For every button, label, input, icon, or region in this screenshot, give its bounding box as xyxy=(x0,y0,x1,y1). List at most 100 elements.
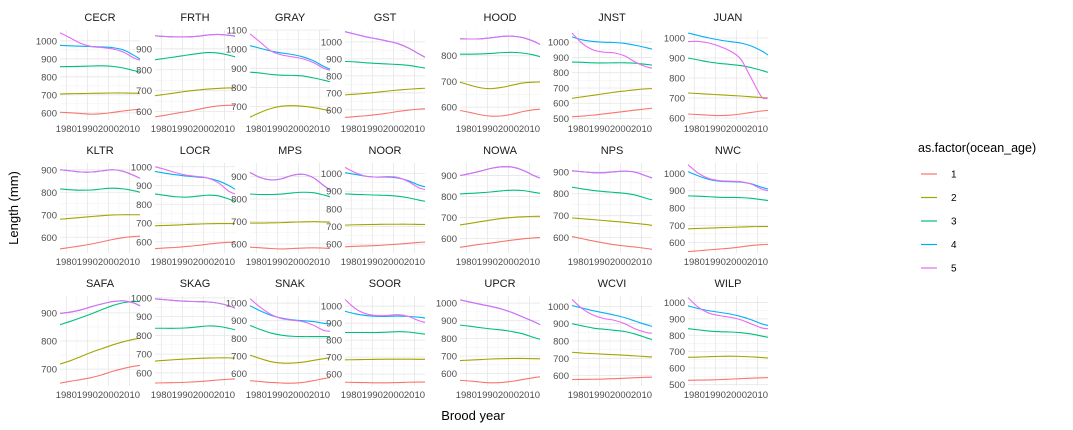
y-tick-label: 900 xyxy=(553,53,569,64)
x-tick-label: 1980 xyxy=(456,124,477,135)
series-line-5 xyxy=(687,297,769,330)
y-tick-label: 600 xyxy=(136,368,152,379)
y-tick-label: 700 xyxy=(553,83,569,94)
series-line-5 xyxy=(687,164,769,192)
x-tick-label: 1990 xyxy=(77,124,98,135)
series-line-3 xyxy=(687,195,769,202)
y-tick-label: 1000 xyxy=(226,45,247,56)
series-line-1 xyxy=(687,109,769,117)
series-line-2 xyxy=(459,357,541,362)
panel-frth: FRTH 1980 1990 2000 2010 600 700 800 900 xyxy=(136,12,236,135)
y-tick-label: 1000 xyxy=(131,293,152,304)
y-tick-label: 800 xyxy=(553,68,569,79)
series-line-1 xyxy=(687,243,769,253)
x-tick-label: 1980 xyxy=(341,390,362,401)
x-tick-label: 2000 xyxy=(383,390,404,401)
panel-title: JUAN xyxy=(714,12,743,24)
panel-soor: SOOR 1980 1990 2000 2010 600 700 800 900 1000 xyxy=(321,278,426,401)
series-line-1 xyxy=(571,376,653,381)
series-line-2 xyxy=(571,88,653,99)
panel-cecr: CECR 1980 1990 2000 2010 600 700 800 900 1000 xyxy=(36,12,141,135)
series-line-4 xyxy=(687,32,769,56)
x-tick-label: 2000 xyxy=(726,257,747,268)
x-tick-label: 1990 xyxy=(77,390,98,401)
panel-upcr: UPCR 1980 1990 2000 2010 600 700 800 900 1000 xyxy=(436,278,541,401)
x-tick-label: 1980 xyxy=(684,257,705,268)
series-line-5 xyxy=(249,33,331,71)
series-line-1 xyxy=(344,108,426,118)
x-tick-label: 1990 xyxy=(172,257,193,268)
y-tick-label: 800 xyxy=(326,336,342,347)
legend-item-2: 2 xyxy=(921,193,957,204)
legend-title: as.factor(ocean_age) xyxy=(918,141,1036,155)
y-tick-label: 600 xyxy=(669,114,685,125)
y-tick-label: 800 xyxy=(669,331,685,342)
x-tick-label: 2010 xyxy=(309,257,330,268)
legend-label: 2 xyxy=(951,193,957,204)
x-tick-label: 1990 xyxy=(477,390,498,401)
series-line-4 xyxy=(59,44,141,60)
y-tick-label: 900 xyxy=(136,44,152,55)
y-tick-label: 600 xyxy=(136,107,152,118)
series-line-2 xyxy=(59,214,140,220)
x-tick-label: 1990 xyxy=(172,124,193,135)
x-tick-label: 1990 xyxy=(477,257,498,268)
y-tick-label: 700 xyxy=(326,88,342,99)
series-line-2 xyxy=(571,351,653,358)
y-tick-label: 1000 xyxy=(131,162,152,173)
series-line-3 xyxy=(571,323,653,341)
y-tick-label: 500 xyxy=(553,114,569,125)
panel-title: SAFA xyxy=(86,278,115,290)
panel-title: JNST xyxy=(598,12,626,24)
y-tick-label: 800 xyxy=(231,334,247,345)
series-line-1 xyxy=(59,108,141,115)
legend: as.factor(ocean_age) 1 2 3 4 5 xyxy=(918,141,1036,275)
x-tick-label: 2000 xyxy=(726,390,747,401)
series-line-4 xyxy=(344,31,426,58)
series-line-5 xyxy=(249,298,331,332)
y-tick-label: 600 xyxy=(553,233,569,244)
series-line-5 xyxy=(59,300,141,314)
legend-item-1: 1 xyxy=(921,170,957,181)
panel-nps: NPS 1980 1990 2000 2010 600 700 800 900 xyxy=(553,145,653,268)
series-line-1 xyxy=(154,378,236,384)
x-axis-title: Brood year xyxy=(441,408,505,423)
legend-label: 5 xyxy=(951,264,957,275)
series-line-1 xyxy=(687,377,769,381)
series-line-3 xyxy=(687,328,769,338)
x-tick-label: 1990 xyxy=(705,257,726,268)
panel-title: SNAK xyxy=(275,278,306,290)
y-tick-label: 800 xyxy=(553,337,569,348)
y-tick-label: 800 xyxy=(41,337,57,348)
series-line-3 xyxy=(59,65,141,73)
panel-title: WILP xyxy=(715,278,742,290)
x-tick-label: 1980 xyxy=(246,257,267,268)
y-tick-label: 700 xyxy=(136,219,152,230)
legend-label: 1 xyxy=(951,170,957,181)
y-tick-label: 900 xyxy=(231,64,247,75)
series-line-5 xyxy=(687,40,769,100)
series-line-5 xyxy=(571,32,653,69)
series-line-3 xyxy=(249,324,330,338)
x-tick-label: 1980 xyxy=(246,390,267,401)
x-tick-label: 1990 xyxy=(589,257,610,268)
x-tick-label: 1990 xyxy=(267,257,288,268)
x-tick-label: 2010 xyxy=(214,390,235,401)
series-line-5 xyxy=(154,166,236,195)
series-line-1 xyxy=(571,236,653,250)
x-tick-label: 2000 xyxy=(193,124,214,135)
y-tick-label: 800 xyxy=(326,204,342,215)
x-tick-label: 2010 xyxy=(519,124,540,135)
y-tick-label: 1000 xyxy=(226,299,247,310)
series-line-1 xyxy=(154,104,236,118)
series-line-5 xyxy=(249,171,331,191)
y-tick-label: 700 xyxy=(231,217,247,228)
series-line-3 xyxy=(459,324,541,340)
x-tick-label: 1980 xyxy=(151,257,172,268)
series-line-1 xyxy=(344,241,426,248)
y-tick-label: 800 xyxy=(669,74,685,85)
panel-title: UPCR xyxy=(484,278,515,290)
y-tick-label: 900 xyxy=(231,316,247,327)
x-tick-label: 1980 xyxy=(56,390,77,401)
